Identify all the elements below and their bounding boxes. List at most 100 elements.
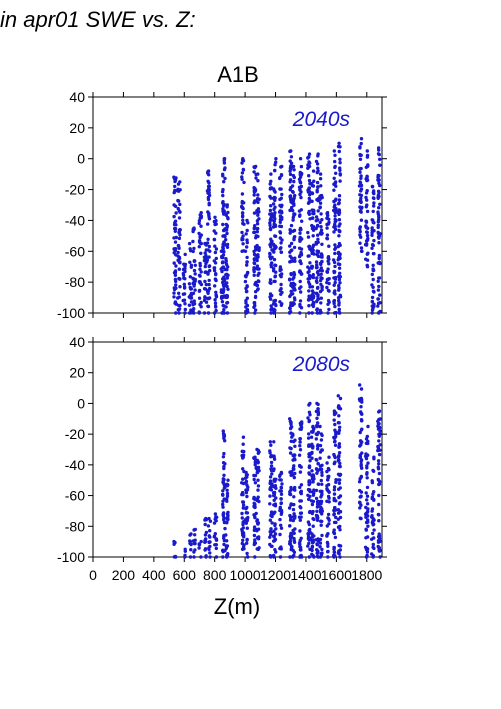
data-point <box>224 261 228 265</box>
data-point <box>173 273 178 277</box>
data-point <box>268 221 272 225</box>
x-tick-label: 0 <box>89 567 97 583</box>
data-point <box>177 236 182 241</box>
data-point <box>332 485 337 489</box>
data-point <box>255 230 259 234</box>
data-point <box>316 499 320 504</box>
data-point <box>256 209 260 214</box>
data-point <box>225 311 230 315</box>
data-point <box>299 190 303 194</box>
data-point <box>376 178 381 182</box>
data-point <box>225 293 229 298</box>
data-point <box>245 538 249 542</box>
data-point <box>187 241 192 246</box>
data-point <box>254 176 258 180</box>
data-point <box>358 157 363 161</box>
data-point <box>272 195 277 200</box>
x-axis-title: Z(m) <box>214 594 260 619</box>
chart-panel-2040s: 40 20 0 -20 -40 -60 -80 -100 2040s <box>57 89 387 321</box>
data-point <box>371 531 375 536</box>
data-point <box>314 488 319 493</box>
data-point <box>176 250 180 255</box>
data-point <box>378 157 382 161</box>
data-point <box>203 264 207 269</box>
data-point <box>333 227 338 232</box>
data-point <box>377 256 381 261</box>
data-point <box>174 223 178 227</box>
data-point <box>332 276 336 280</box>
data-point <box>318 289 323 294</box>
data-point <box>213 215 217 219</box>
data-point <box>319 252 324 257</box>
data-point <box>225 242 230 247</box>
data-point <box>311 290 315 295</box>
data-point <box>273 522 277 526</box>
data-point <box>206 311 211 315</box>
data-point <box>244 286 248 291</box>
data-point <box>178 285 182 289</box>
data-point <box>364 243 369 247</box>
data-point <box>244 479 249 484</box>
data-point <box>272 207 276 212</box>
data-point <box>338 145 342 149</box>
data-point <box>333 422 337 427</box>
data-point <box>370 479 374 483</box>
data-point <box>220 300 225 304</box>
data-point <box>256 193 260 197</box>
data-point <box>221 502 225 507</box>
data-point <box>178 180 182 184</box>
data-point <box>221 549 225 554</box>
data-point <box>208 540 212 544</box>
data-point <box>173 178 178 182</box>
data-point <box>226 216 230 220</box>
data-point <box>253 199 257 203</box>
data-point <box>252 269 256 274</box>
data-point <box>309 499 314 503</box>
data-point <box>189 532 193 536</box>
data-point <box>240 527 244 532</box>
data-point <box>370 514 374 518</box>
data-point <box>311 427 316 432</box>
data-point <box>358 500 362 504</box>
data-point <box>332 188 336 192</box>
data-point <box>213 512 218 516</box>
data-point <box>359 387 364 391</box>
data-point <box>278 288 282 293</box>
data-point <box>377 439 381 443</box>
data-point <box>279 250 284 254</box>
data-point <box>366 236 370 241</box>
data-point <box>338 275 342 279</box>
data-point <box>378 443 382 447</box>
data-point <box>314 240 318 245</box>
data-point <box>377 471 382 476</box>
data-point <box>319 523 323 527</box>
data-point <box>289 164 293 168</box>
data-point <box>333 264 337 269</box>
data-point <box>291 197 295 201</box>
data-point <box>245 245 249 249</box>
data-point <box>332 550 337 555</box>
data-point <box>338 486 342 490</box>
data-point <box>308 261 312 265</box>
data-point <box>372 469 376 473</box>
data-point <box>298 490 303 495</box>
data-point <box>308 527 312 532</box>
data-point <box>318 545 322 549</box>
data-point <box>364 195 368 200</box>
data-point <box>288 539 292 544</box>
data-point <box>255 243 259 248</box>
data-point <box>241 538 245 542</box>
data-point <box>272 224 277 228</box>
data-point <box>240 449 245 454</box>
data-point <box>357 480 362 484</box>
data-point <box>189 265 193 269</box>
data-point <box>376 288 381 292</box>
data-point <box>293 235 297 239</box>
data-point <box>240 481 244 485</box>
data-point <box>291 518 295 523</box>
data-point <box>316 285 320 290</box>
data-point <box>311 474 316 479</box>
data-point <box>358 516 362 520</box>
data-point <box>273 510 277 514</box>
data-point <box>274 270 278 274</box>
